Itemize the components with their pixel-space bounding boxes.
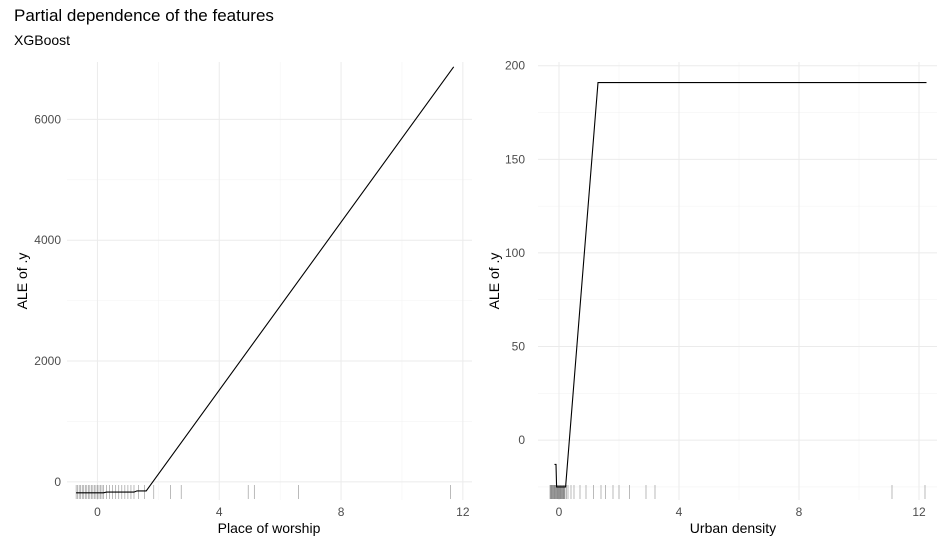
page-title: Partial dependence of the features [14, 6, 274, 25]
x-tick-label: 8 [796, 505, 803, 519]
y-tick-label: 150 [505, 152, 525, 166]
x-tick-label: 0 [94, 505, 101, 519]
y-tick-label: 2000 [34, 354, 61, 368]
x-tick-label: 4 [216, 505, 223, 519]
ale-line [76, 66, 455, 494]
y-axis-title: ALE of .y [14, 253, 30, 310]
y-tick-label: 6000 [34, 112, 61, 126]
ale-line [554, 82, 927, 488]
y-tick-label: 50 [512, 340, 526, 354]
x-tick-label: 12 [456, 505, 470, 519]
x-tick-label: 0 [556, 505, 563, 519]
x-tick-label: 12 [912, 505, 926, 519]
y-tick-label: 0 [518, 433, 525, 447]
y-tick-label: 100 [505, 246, 525, 260]
y-tick-label: 4000 [34, 233, 61, 247]
y-axis-title: ALE of .y [486, 253, 502, 310]
x-axis-title: Urban density [690, 520, 776, 536]
y-tick-label: 0 [54, 475, 61, 489]
y-tick-label: 200 [505, 59, 525, 73]
page-subtitle: XGBoost [14, 32, 71, 48]
x-tick-label: 8 [338, 505, 345, 519]
x-axis-title: Place of worship [218, 520, 321, 536]
x-tick-label: 4 [676, 505, 683, 519]
